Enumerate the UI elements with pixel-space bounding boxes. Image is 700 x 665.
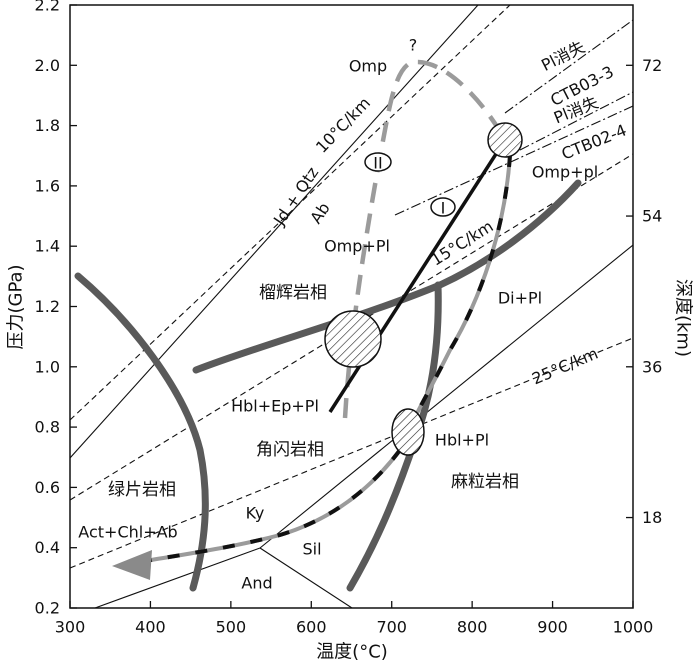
path-one-marker [430, 197, 456, 217]
y-tick-label: 0.2 [35, 599, 60, 618]
y-axis-title: 压力(GPa) [6, 264, 27, 349]
x-tick-label: 700 [376, 618, 407, 637]
omp-pl-boundary-line [394, 105, 633, 216]
amphibolite-facies-label: 角闪岩相 [256, 440, 324, 460]
jd-qtz-ab-reaction-line [70, 5, 479, 459]
greenschist-boundary-curve [74, 272, 209, 592]
di-pl-label: Di+Pl [498, 289, 542, 308]
granulite-facies-label: 麻粒岩相 [451, 472, 519, 492]
path-one-label: I [441, 199, 446, 218]
ky-sil-line [259, 244, 633, 549]
and-label: And [241, 574, 272, 593]
x-tick-label: 300 [55, 618, 86, 637]
sil-and-line [259, 547, 353, 608]
y2-tick-label: 18 [642, 508, 662, 527]
path-two-label: II [373, 154, 382, 173]
y-tick-label: 0.8 [35, 418, 60, 437]
y-tick-label: 1.0 [35, 357, 60, 376]
hbl-pl-label: Hbl+Pl [435, 431, 489, 450]
y-tick-label: 1.4 [35, 237, 60, 256]
x-tick-label: 900 [537, 618, 568, 637]
x-tick-label: 500 [216, 618, 247, 637]
y-tick-label: 0.4 [35, 538, 60, 557]
y2-axis-title: 深度(km) [673, 279, 694, 357]
hbl-ep-pl-label: Hbl+Ep+Pl [231, 397, 319, 416]
retro-path-upper-base [406, 154, 512, 433]
x-tick-label: 800 [457, 618, 488, 637]
axis-ticks: 300 400 500 600 700 800 900 1000 0.2 0.4 0.6 0.8 1.0… [35, 0, 663, 637]
geotherm-25-line [70, 337, 633, 569]
path-two-marker [364, 152, 392, 172]
ky-label: Ky [246, 504, 265, 523]
sil-label: Sil [302, 540, 321, 559]
uncertain-mark: ? [409, 36, 418, 55]
greenschist-facies-label: 绿片岩相 [108, 480, 176, 500]
y-tick-label: 1.8 [35, 116, 60, 135]
x-tick-label: 400 [135, 618, 166, 637]
retro-path-lower-dashes [144, 448, 402, 563]
pl-out-ctb02-4-line [519, 91, 633, 151]
pt-estimate-low-ellipse [391, 408, 425, 456]
pl-out-ctb03-3-line [504, 19, 633, 114]
eclogite-facies-label: 榴辉岩相 [259, 283, 327, 303]
pt-estimate-peak-circle [487, 122, 523, 158]
geotherm-10-line [70, 5, 511, 421]
pt-estimate-mid-circle [324, 310, 382, 368]
y2-tick-label: 54 [642, 207, 662, 226]
y-tick-label: 1.2 [35, 297, 60, 316]
omp-pl-lower-label: Omp+pl [532, 163, 598, 182]
x-axis-title: 温度(°C) [316, 642, 388, 663]
eclogite-boundary-curve [192, 179, 582, 374]
retro-path-arrowhead [112, 550, 152, 580]
reference-lines [70, 5, 633, 608]
y-tick-label: 2.0 [35, 56, 60, 75]
plot-frame [69, 4, 634, 609]
y-tick-label: 0.6 [35, 478, 60, 497]
ky-and-line [94, 547, 261, 608]
omp-pl-label: Omp+Pl [324, 237, 390, 256]
y-tick-label: 2.2 [35, 0, 60, 15]
omp-label: Omp [349, 57, 387, 76]
x-tick-label: 1000 [613, 618, 654, 637]
y2-tick-label: 72 [642, 56, 662, 75]
act-chl-ab-label: Act+Chl+Ab [78, 523, 177, 542]
y2-tick-label: 36 [642, 357, 662, 376]
x-tick-label: 600 [296, 618, 327, 637]
y-tick-label: 1.6 [35, 176, 60, 195]
